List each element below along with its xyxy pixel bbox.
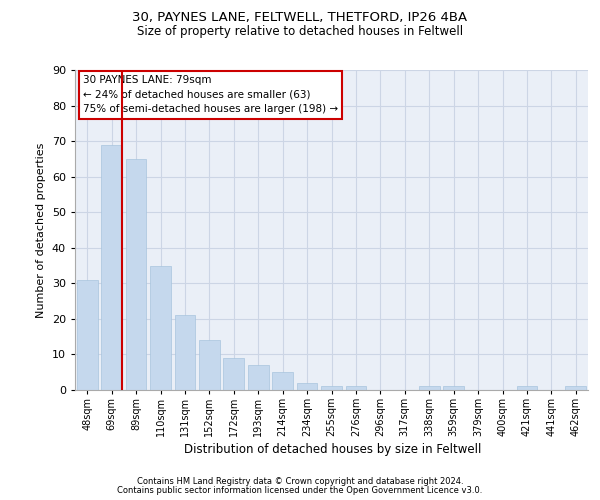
Bar [150, 266, 171, 390]
Bar [77, 280, 98, 390]
Bar [175, 316, 196, 390]
Bar [272, 372, 293, 390]
Bar [346, 386, 367, 390]
Bar [199, 340, 220, 390]
Text: 30 PAYNES LANE: 79sqm
← 24% of detached houses are smaller (63)
75% of semi-deta: 30 PAYNES LANE: 79sqm ← 24% of detached … [83, 75, 338, 114]
Bar [321, 386, 342, 390]
Bar [419, 386, 440, 390]
Bar [565, 386, 586, 390]
Text: Contains public sector information licensed under the Open Government Licence v3: Contains public sector information licen… [118, 486, 482, 495]
Y-axis label: Number of detached properties: Number of detached properties [36, 142, 46, 318]
Text: Distribution of detached houses by size in Feltwell: Distribution of detached houses by size … [184, 442, 482, 456]
Bar [101, 144, 122, 390]
Text: 30, PAYNES LANE, FELTWELL, THETFORD, IP26 4BA: 30, PAYNES LANE, FELTWELL, THETFORD, IP2… [133, 11, 467, 24]
Bar [443, 386, 464, 390]
Bar [296, 383, 317, 390]
Bar [248, 365, 269, 390]
Bar [223, 358, 244, 390]
Bar [517, 386, 538, 390]
Bar [125, 159, 146, 390]
Text: Contains HM Land Registry data © Crown copyright and database right 2024.: Contains HM Land Registry data © Crown c… [137, 477, 463, 486]
Text: Size of property relative to detached houses in Feltwell: Size of property relative to detached ho… [137, 25, 463, 38]
